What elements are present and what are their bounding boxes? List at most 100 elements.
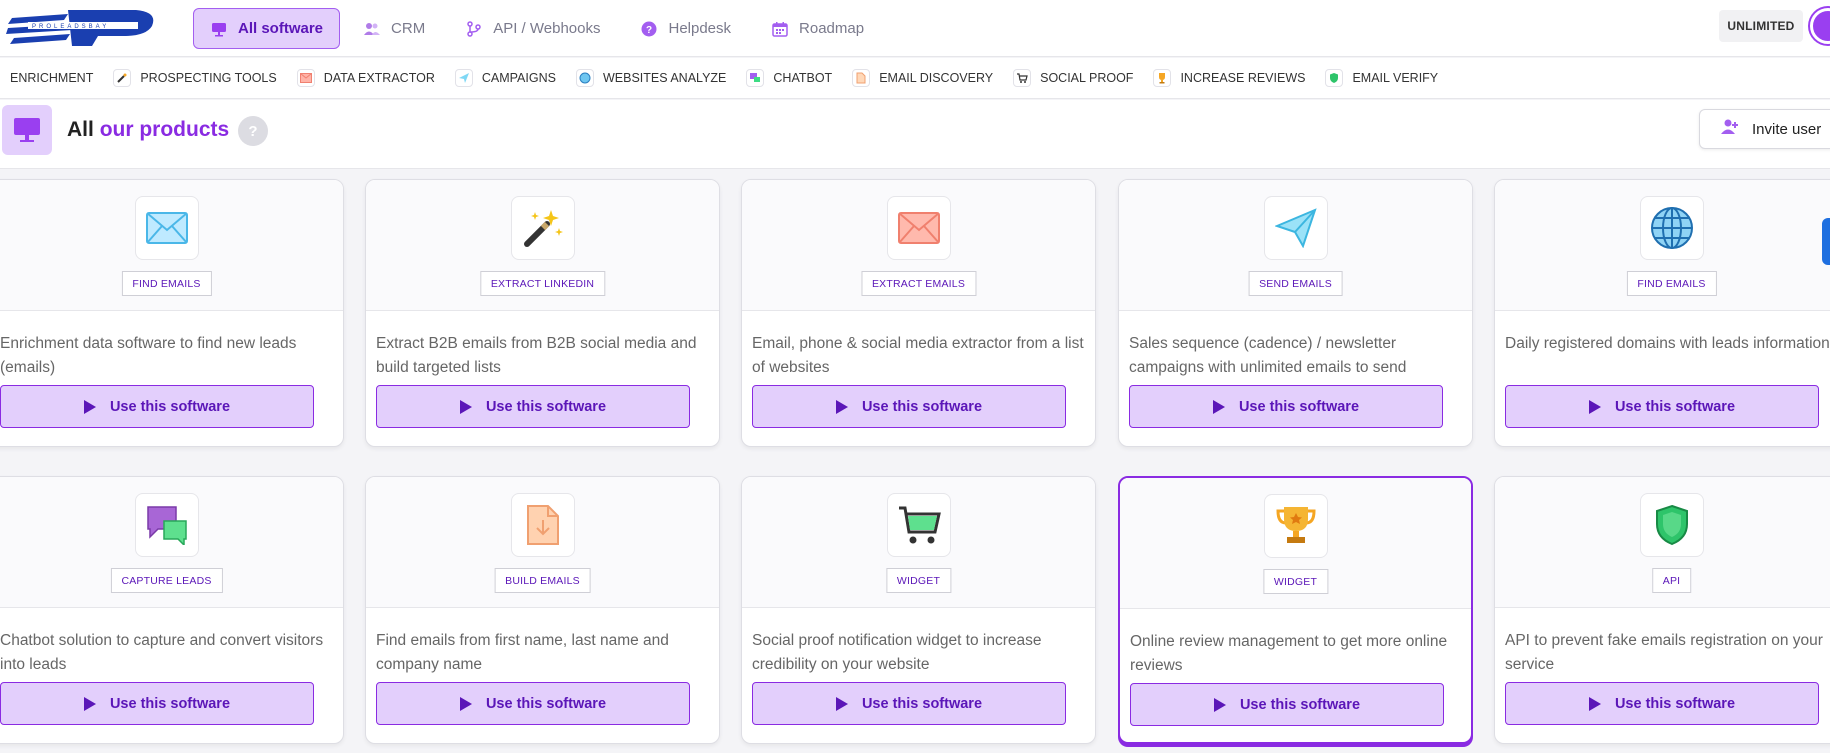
card-header: EXTRACT EMAILS [742, 180, 1095, 311]
company-logo[interactable]: PROLEADSBAY [6, 6, 160, 48]
category-chatbot[interactable]: CHATBOT [746, 69, 832, 87]
play-icon [459, 696, 472, 711]
card-header: FIND EMAILS [0, 180, 343, 311]
svg-text:PROLEADSBAY: PROLEADSBAY [32, 24, 109, 30]
trophy-icon [1263, 494, 1328, 558]
side-feedback-tab[interactable] [1822, 218, 1830, 265]
category-label: INCREASE REVIEWS [1180, 71, 1306, 85]
nav-api-webhooks[interactable]: API / Webhooks [448, 8, 617, 49]
category-increase-reviews[interactable]: INCREASE REVIEWS [1153, 69, 1305, 87]
file-icon [852, 69, 871, 87]
category-label: PROSPECTING TOOLS [140, 71, 277, 85]
button-label: Use this software [485, 695, 607, 712]
nav-all-software[interactable]: All software [193, 8, 341, 49]
card-description: Online review management to get more onl… [1130, 633, 1448, 674]
category-email-verify[interactable]: EMAIL VERIFY [1325, 69, 1438, 87]
use-software-button[interactable]: Use this software [752, 682, 1066, 725]
nav-crm[interactable]: CRM [346, 8, 442, 49]
category-websites-analyze[interactable]: WEBSITES ANALYZE [575, 69, 727, 87]
category-label: ENRICHMENT [10, 71, 94, 85]
paper-plane-icon [1263, 196, 1328, 260]
card-header: FIND EMAILS [1495, 180, 1830, 311]
card-header: WIDGET [742, 477, 1095, 608]
use-software-button[interactable]: Use this software [0, 385, 314, 428]
button-label: Use this software [1614, 695, 1736, 712]
category-label: SOCIAL PROOF [1040, 71, 1134, 85]
play-icon [835, 696, 848, 711]
cart-icon [886, 493, 951, 557]
use-software-button[interactable]: Use this software [376, 385, 690, 428]
nav-helpdesk[interactable]: ? Helpdesk [623, 8, 748, 49]
monitor-icon [2, 105, 52, 155]
category-label: CHATBOT [773, 71, 833, 85]
product-card: WIDGET Social proof notification widget … [741, 476, 1096, 744]
svg-text:?: ? [646, 25, 652, 36]
category-email-discovery[interactable]: EMAIL DISCOVERY [852, 69, 993, 87]
category-campaigns[interactable]: CAMPAIGNS [454, 69, 556, 87]
card-description: Chatbot solution to capture and convert … [0, 632, 324, 673]
use-software-button[interactable]: Use this software [376, 682, 690, 725]
card-tag: CAPTURE LEADS [110, 568, 223, 593]
play-icon [835, 399, 848, 414]
magic-wand-icon [510, 196, 575, 260]
card-tag: BUILD EMAILS [494, 568, 591, 593]
nav-roadmap[interactable]: Roadmap [754, 8, 881, 49]
globe-icon [1639, 196, 1704, 260]
play-icon [83, 696, 96, 711]
chat-icon [746, 69, 765, 87]
product-card: EXTRACT EMAILS Email, phone & social med… [741, 179, 1096, 447]
monitor-icon [210, 20, 228, 38]
nav-label: All software [238, 20, 324, 37]
card-tag: FIND EMAILS [1626, 271, 1717, 296]
play-icon [83, 399, 96, 414]
main-nav: All software CRM API / Webhooks ? Helpde… [193, 8, 881, 49]
card-description: Extract B2B emails from B2B social media… [376, 335, 697, 376]
nav-label: API / Webhooks [493, 20, 601, 37]
play-icon [459, 399, 472, 414]
product-card-selected: WIDGET Online review management to get m… [1118, 476, 1473, 744]
calendar-icon [771, 20, 789, 38]
button-label: Use this software [109, 398, 231, 415]
nav-label: Helpdesk [668, 20, 732, 37]
chat-icon [134, 493, 199, 557]
card-header: CAPTURE LEADS [0, 477, 343, 608]
product-card: BUILD EMAILS Find emails from first name… [365, 476, 720, 744]
use-software-button[interactable]: Use this software [1129, 385, 1443, 428]
use-software-button[interactable]: Use this software [1505, 682, 1819, 725]
user-avatar[interactable] [1810, 8, 1830, 44]
category-label: WEBSITES ANALYZE [602, 71, 727, 85]
category-label: EMAIL VERIFY [1352, 71, 1439, 85]
product-card: SEND EMAILS Sales sequence (cadence) / n… [1118, 179, 1473, 447]
use-software-button[interactable]: Use this software [1505, 385, 1819, 428]
card-header: API [1495, 477, 1830, 608]
page-header: All our products [0, 100, 1830, 169]
card-tag: SEND EMAILS [1248, 271, 1343, 296]
red-envelope-icon [886, 196, 951, 260]
shield-icon [1325, 69, 1344, 87]
use-software-button[interactable]: Use this software [1130, 683, 1444, 726]
card-tag: WIDGET [1262, 569, 1329, 594]
category-data-extractor[interactable]: DATA EXTRACTOR [296, 69, 435, 87]
category-enrichment[interactable]: ENRICHMENT [10, 71, 93, 85]
use-software-button[interactable]: Use this software [0, 682, 314, 725]
category-nav: ENRICHMENT PROSPECTING TOOLS DATA EXTRAC… [0, 58, 1830, 99]
plan-badge[interactable]: UNLIMITED [1719, 10, 1803, 42]
card-tag: EXTRACT EMAILS [860, 271, 977, 296]
card-tag: WIDGET [885, 568, 952, 593]
help-button[interactable]: ? [238, 116, 268, 146]
nav-label: CRM [391, 20, 426, 37]
category-social-proof[interactable]: SOCIAL PROOF [1013, 69, 1133, 87]
product-card: EXTRACT LINKEDIN Extract B2B emails from… [365, 179, 720, 447]
invite-user-label: Invite user [1752, 120, 1822, 138]
magic-wand-icon [113, 69, 132, 87]
card-tag: API [1651, 568, 1692, 593]
use-software-button[interactable]: Use this software [752, 385, 1066, 428]
button-label: Use this software [1238, 398, 1360, 415]
shield-icon [1639, 493, 1704, 557]
invite-user-button[interactable]: Invite user [1699, 109, 1830, 149]
play-icon [1588, 696, 1601, 711]
globe-icon [575, 69, 594, 87]
category-prospecting-tools[interactable]: PROSPECTING TOOLS [113, 69, 277, 87]
card-description: Email, phone & social media extractor fr… [752, 335, 1084, 376]
card-header: EXTRACT LINKEDIN [366, 180, 719, 311]
